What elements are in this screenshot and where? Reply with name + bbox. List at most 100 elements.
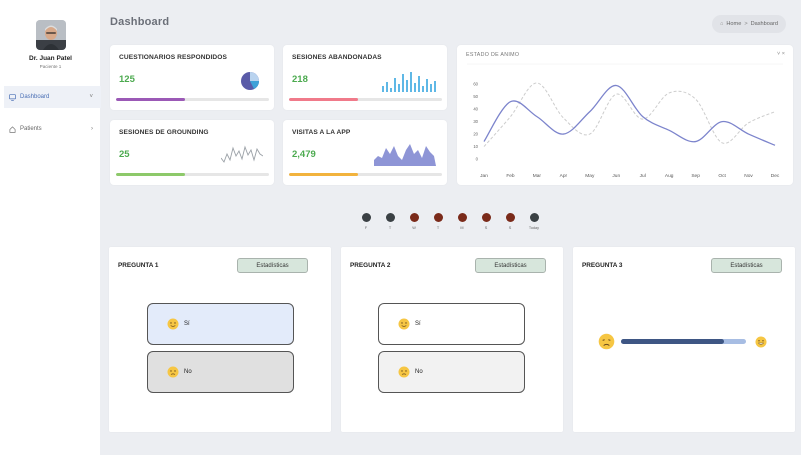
x-tick-label: Sep <box>691 173 700 179</box>
stat-value: 2,479 <box>292 149 316 160</box>
series-line-solid <box>483 84 776 146</box>
mood-chart-card: ESTADO DE ANIMO ˅ × 0 10 20 30 40 50 60 Jan Feb… <box>457 45 793 185</box>
y-tick-label: 10 <box>473 144 478 149</box>
sidebar-item-label: Patients <box>20 126 42 132</box>
question-card-2: PREGUNTA 2 Estadísticas Sí No <box>341 247 563 432</box>
breadcrumb-current: Dashboard <box>750 21 778 27</box>
stat-value: 125 <box>119 74 135 85</box>
x-tick-label: Apr <box>560 173 568 179</box>
y-tick-label: 60 <box>473 82 478 87</box>
day-dot <box>433 213 443 222</box>
sad-emoji-icon <box>598 333 615 355</box>
stat-card-visits: VISITAS A LA APP 2,479 <box>283 120 447 185</box>
stats-button[interactable]: Estadísticas <box>711 258 782 273</box>
x-tick-label: Dec <box>771 173 780 179</box>
question-card-1: PREGUNTA 1 Estadísticas Sí No <box>109 247 331 432</box>
answer-label: Sí <box>184 321 190 327</box>
x-tick-label: May <box>585 173 595 179</box>
y-tick-label: 0 <box>476 157 479 162</box>
day-dot <box>457 213 467 222</box>
stat-progress-fill <box>289 173 358 176</box>
breadcrumb-separator: > <box>744 21 748 27</box>
day-label: F <box>364 226 368 230</box>
frown-emoji-icon <box>398 366 410 378</box>
question-title: PREGUNTA 1 <box>118 262 159 269</box>
day-label: T <box>388 226 392 230</box>
x-tick-label: Feb <box>506 173 515 179</box>
card-controls[interactable]: ˅ × <box>777 51 785 57</box>
stat-card-abandoned: SESIONES ABANDONADAS 218 <box>283 45 447 110</box>
breadcrumb-home[interactable]: Home <box>726 21 742 27</box>
stat-progress-bar <box>289 173 442 176</box>
x-tick-label: Nov <box>744 173 753 179</box>
answer-yes-button[interactable]: Sí <box>147 303 294 345</box>
stats-button[interactable]: Estadísticas <box>475 258 546 273</box>
doctor-role: Paciente 1 <box>39 64 62 69</box>
day-dot <box>505 213 515 222</box>
avatar[interactable] <box>36 20 66 50</box>
y-tick-label: 30 <box>473 119 478 124</box>
bar-sparkline-icon <box>382 72 436 92</box>
day-indicator[interactable]: T <box>380 213 400 230</box>
day-dot <box>361 213 371 222</box>
grin-emoji-icon <box>755 335 767 353</box>
day-indicator[interactable]: S <box>476 213 496 230</box>
sidebar: Dr. Juan Patel Paciente 1 Dashboard ˅ Pa… <box>0 0 101 455</box>
x-tick-label: Oct <box>718 173 726 179</box>
doctor-name: Dr. Juan Patel <box>29 55 72 62</box>
stat-progress-fill <box>289 98 358 101</box>
smile-emoji-icon <box>398 318 410 330</box>
day-label: W <box>412 226 416 230</box>
answer-label: No <box>415 369 423 375</box>
question-title: PREGUNTA 2 <box>350 262 391 269</box>
y-tick-label: 40 <box>473 107 478 112</box>
day-indicator[interactable]: Today <box>524 213 544 230</box>
mood-chart-title: ESTADO DE ANIMO <box>466 52 520 58</box>
answer-label: No <box>184 369 192 375</box>
breadcrumb: ⌂ Home > Dashboard <box>712 15 786 33</box>
monitor-icon <box>9 93 16 101</box>
sidebar-item-label: Dashboard <box>20 94 50 100</box>
series-line-dashed <box>483 82 776 147</box>
stat-title: VISITAS A LA APP <box>292 129 351 136</box>
y-tick-label: 20 <box>473 132 478 137</box>
day-label: Today <box>528 226 540 230</box>
x-tick-label: Jul <box>640 173 646 179</box>
day-indicator[interactable]: W <box>404 213 424 230</box>
answer-yes-button[interactable]: Sí <box>378 303 525 345</box>
x-tick-label: Mar <box>533 173 542 179</box>
day-dot <box>481 213 491 222</box>
day-label: S <box>484 226 488 230</box>
stat-progress-bar <box>289 98 442 101</box>
day-indicator[interactable]: T <box>428 213 448 230</box>
stat-progress-fill <box>116 173 185 176</box>
stat-title: SESIONES DE GROUNDING <box>119 129 209 136</box>
mood-slider-track[interactable] <box>621 339 746 344</box>
pie-icon <box>241 72 259 90</box>
question-card-3: PREGUNTA 3 Estadísticas <box>573 247 795 432</box>
day-indicator[interactable]: S <box>500 213 520 230</box>
stat-card-grounding: SESIONES DE GROUNDING 25 <box>110 120 274 185</box>
y-tick-label: 50 <box>473 94 478 99</box>
answer-label: Sí <box>415 321 421 327</box>
area-sparkline-icon <box>374 144 436 166</box>
day-indicator[interactable]: M <box>452 213 472 230</box>
day-dot <box>409 213 419 222</box>
sidebar-item-patients[interactable]: Patients › <box>4 118 101 140</box>
stat-card-questionnaires: CUESTIONARIOS RESPONDIDOS 125 <box>110 45 274 110</box>
collapse-close-icon[interactable]: ˅ × <box>777 51 785 57</box>
answer-no-button[interactable]: No <box>378 351 525 393</box>
stat-value: 218 <box>292 74 308 85</box>
stats-button[interactable]: Estadísticas <box>237 258 308 273</box>
day-indicator[interactable]: F <box>356 213 376 230</box>
question-title: PREGUNTA 3 <box>582 262 623 269</box>
stat-value: 25 <box>119 149 130 160</box>
answer-no-button[interactable]: No <box>147 351 294 393</box>
chevron-down-icon: ˅ <box>89 94 93 100</box>
x-tick-label: Jan <box>480 173 488 179</box>
stat-title: CUESTIONARIOS RESPONDIDOS <box>119 54 228 61</box>
sidebar-item-dashboard[interactable]: Dashboard ˅ <box>4 86 101 108</box>
avatar-photo-icon <box>36 20 66 50</box>
home-icon <box>9 125 16 133</box>
day-dot <box>385 213 395 222</box>
